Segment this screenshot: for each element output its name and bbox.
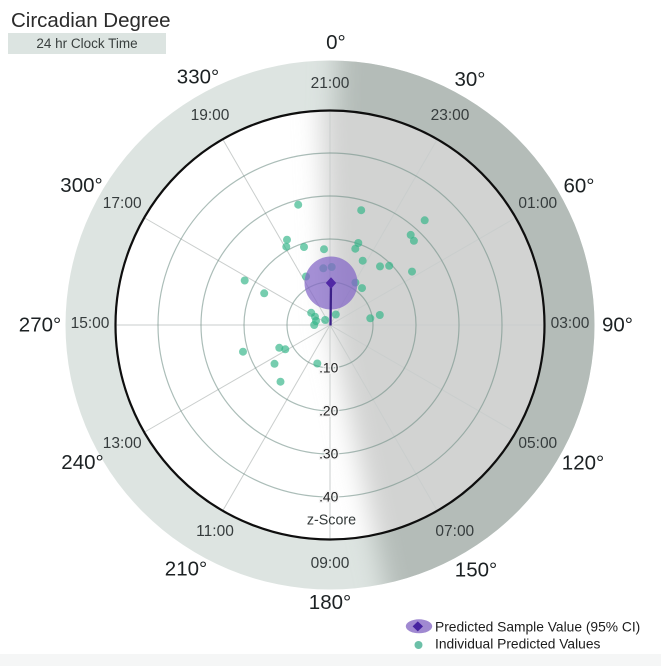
svg-text:.40: .40 — [319, 490, 339, 505]
svg-text:03:00: 03:00 — [551, 315, 590, 332]
svg-text:21:00: 21:00 — [311, 75, 350, 92]
svg-text:13:00: 13:00 — [103, 435, 142, 452]
svg-text:300°: 300° — [60, 174, 102, 197]
svg-text:180°: 180° — [309, 591, 351, 614]
svg-text:60°: 60° — [563, 175, 594, 198]
svg-text:01:00: 01:00 — [518, 195, 557, 212]
svg-text:09:00: 09:00 — [311, 555, 350, 572]
svg-text:05:00: 05:00 — [518, 435, 557, 452]
svg-text:.10: .10 — [319, 361, 339, 376]
svg-text:19:00: 19:00 — [191, 107, 230, 124]
svg-text:30°: 30° — [454, 68, 485, 91]
svg-text:.20: .20 — [319, 404, 339, 419]
svg-text:150°: 150° — [455, 559, 497, 582]
svg-text:.30: .30 — [319, 447, 339, 462]
svg-text:Predicted Sample Value (95% CI: Predicted Sample Value (95% CI) — [435, 620, 640, 635]
svg-text:23:00: 23:00 — [431, 107, 470, 124]
svg-text:90°: 90° — [602, 314, 633, 337]
svg-text:11:00: 11:00 — [196, 523, 234, 540]
svg-text:120°: 120° — [562, 452, 604, 475]
svg-text:z-Score: z-Score — [307, 513, 356, 529]
svg-text:330°: 330° — [177, 66, 219, 89]
svg-text:270°: 270° — [19, 314, 61, 337]
svg-text:07:00: 07:00 — [435, 523, 474, 540]
svg-text:0°: 0° — [326, 31, 346, 54]
svg-text:Individual Predicted Values: Individual Predicted Values — [435, 637, 601, 652]
svg-text:17:00: 17:00 — [103, 195, 142, 212]
svg-text:240°: 240° — [61, 451, 103, 474]
svg-text:15:00: 15:00 — [71, 315, 110, 332]
svg-text:210°: 210° — [165, 558, 207, 581]
